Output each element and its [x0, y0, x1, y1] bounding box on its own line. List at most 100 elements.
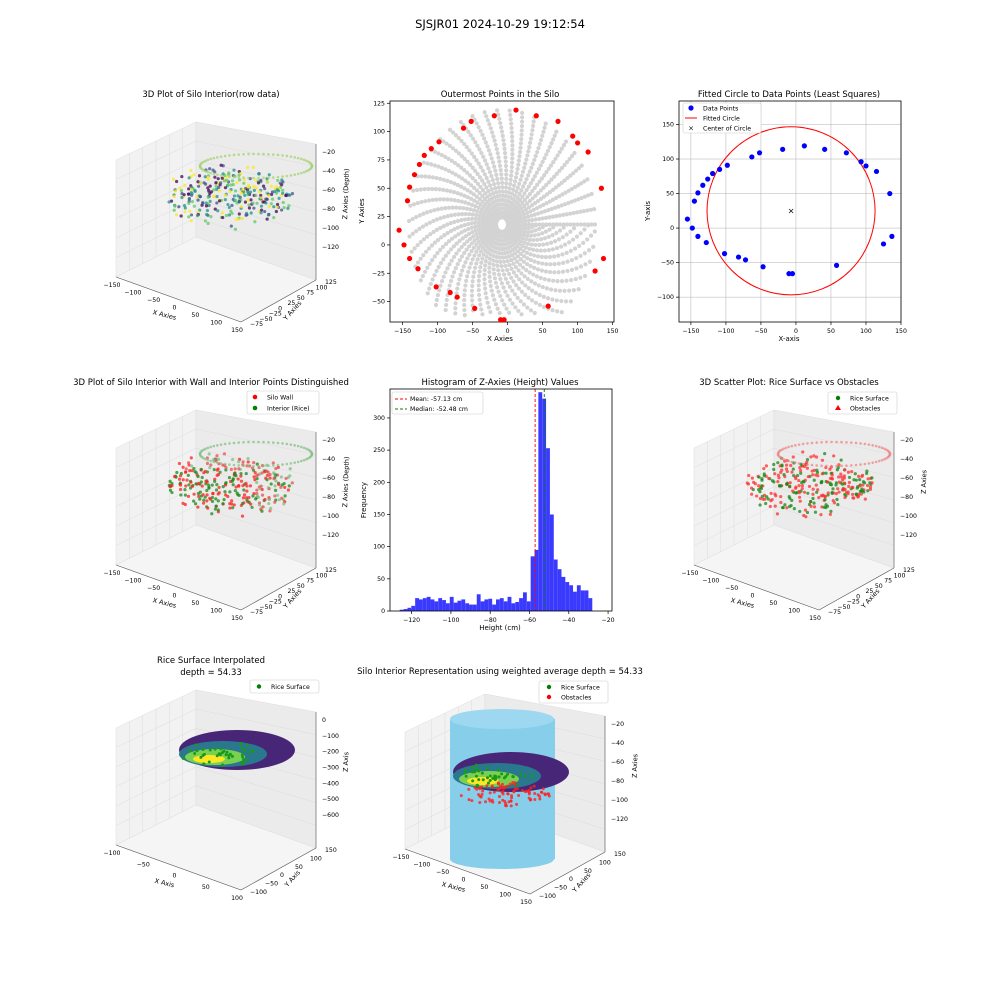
scatter3d-point — [788, 484, 792, 488]
plot2-gray-point — [482, 286, 488, 291]
scatter3d-point — [812, 501, 816, 505]
plot2-gray-point — [541, 185, 546, 190]
plot2-gray-point — [586, 248, 592, 253]
scatter3d-point — [791, 455, 795, 459]
scatter3d-point — [847, 484, 851, 488]
z-tick-label: −120 — [322, 244, 339, 251]
plot2-gray-point — [546, 208, 551, 213]
plot2-gray-point — [470, 279, 475, 284]
plot2-gray-point — [522, 197, 528, 203]
plot5-bar — [476, 594, 481, 611]
scatter3d-point — [223, 198, 227, 202]
rice-point — [506, 772, 510, 776]
plot5-bar — [484, 599, 489, 611]
scatter3d-point — [175, 470, 179, 475]
scatter3d-point — [281, 180, 285, 184]
rim-point — [212, 172, 216, 176]
plot2-gray-point — [466, 227, 471, 232]
plot2-gray-point — [556, 204, 561, 209]
y-tick-label: −50 — [265, 881, 278, 888]
plot2-gray-point — [541, 202, 546, 207]
plot2-gray-point — [482, 172, 487, 177]
rim-point — [204, 457, 207, 461]
plot2-gray-point — [441, 139, 446, 144]
plot2-gray-point — [414, 214, 419, 220]
scatter3d-point — [181, 478, 185, 482]
scatter3d-point — [215, 468, 219, 472]
plot2-gray-point — [446, 239, 452, 244]
scatter3d-point — [178, 483, 183, 487]
scatter3d-point — [277, 498, 281, 502]
plot2-gray-point — [515, 254, 520, 259]
plot2-gray-point — [523, 283, 528, 288]
rim-point — [202, 448, 205, 452]
plot5-ytick-label: 200 — [373, 479, 385, 486]
plot2-gray-point — [523, 292, 528, 297]
plot2-gray-point — [574, 256, 579, 261]
scatter3d-point — [267, 193, 271, 198]
plot2-gray-point — [462, 297, 467, 303]
scatter3d-point — [241, 188, 245, 192]
plot5-bar — [488, 598, 493, 611]
scatter3d-point — [764, 501, 768, 506]
plot5-bar — [499, 598, 504, 611]
plot2-gray-point — [429, 243, 435, 248]
scatter3d-point — [837, 463, 841, 467]
plot2-gray-point — [535, 237, 540, 242]
obstacle-point — [512, 790, 516, 794]
plot2-gray-point — [550, 297, 555, 302]
plot2-gray-point — [445, 197, 450, 202]
obstacle-point — [477, 793, 481, 797]
scatter3d-point — [184, 467, 188, 471]
rim-point — [883, 447, 886, 451]
plot2-gray-point — [495, 285, 500, 290]
plot2-outer-point — [416, 161, 422, 168]
plot3-point — [717, 166, 723, 172]
plot2-outer-points — [396, 107, 607, 323]
rim-point — [281, 463, 284, 466]
obstacle-point — [538, 797, 542, 801]
scatter3d-point — [773, 472, 777, 476]
rim-point — [272, 153, 275, 156]
plot3-point — [858, 159, 864, 165]
plot2-gray-point — [554, 230, 559, 236]
scatter3d-point — [246, 460, 250, 464]
plot5-xtick-label: −100 — [442, 617, 459, 624]
plot2-gray-point — [491, 181, 497, 187]
plot5-bar — [565, 582, 570, 611]
plot2-gray-point — [555, 153, 560, 158]
scatter3d-point — [791, 467, 795, 471]
scatter3d-point — [233, 467, 237, 471]
scatter3d-point — [797, 491, 802, 495]
plot3-point — [689, 225, 695, 231]
scatter3d-point — [758, 503, 762, 507]
plot2-gray-point — [534, 170, 539, 175]
scatter3d-point — [840, 478, 845, 482]
scatter3d-point — [790, 470, 794, 474]
scatter3d-point — [800, 486, 804, 491]
scatter3d-point — [183, 502, 187, 507]
plot2-gray-point — [414, 229, 419, 234]
scatter3d-point — [266, 213, 271, 217]
plot2-gray-point — [491, 267, 496, 272]
scatter3d-point — [788, 481, 792, 485]
plot2-gray-point — [534, 248, 540, 253]
y-tick-label: −50 — [837, 604, 850, 611]
plot2-gray-point — [500, 255, 506, 260]
plot2-gray-point — [489, 156, 494, 161]
scatter3d-point — [202, 471, 206, 475]
plot2-gray-point — [575, 222, 580, 227]
x-tick-label: −50 — [147, 297, 160, 304]
rim-point — [878, 459, 881, 463]
plot2-gray-point — [499, 176, 504, 181]
scatter3d-point — [199, 467, 203, 472]
rice-point — [193, 752, 197, 756]
rim-point — [830, 464, 833, 468]
plot2-gray-point — [518, 257, 523, 262]
grid-line — [195, 160, 317, 190]
grid-line — [195, 708, 317, 735]
rim-point — [232, 153, 236, 157]
scatter3d-point — [782, 472, 786, 477]
plot2-gray-point — [464, 206, 470, 211]
scatter3d-point — [287, 204, 291, 208]
